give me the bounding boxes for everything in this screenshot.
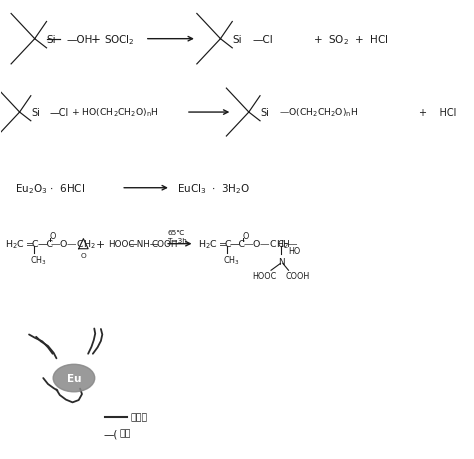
Text: O: O	[49, 232, 56, 241]
Text: —C: —C	[230, 240, 246, 249]
Text: —O—CH$_2$—: —O—CH$_2$—	[243, 238, 299, 250]
Text: +    HCl: + HCl	[419, 108, 456, 118]
Text: HO: HO	[288, 246, 301, 256]
Text: CH: CH	[278, 240, 291, 249]
Text: Si: Si	[46, 34, 56, 45]
Text: Si: Si	[260, 108, 269, 118]
Text: +: +	[90, 33, 100, 46]
Text: COOH: COOH	[152, 240, 178, 249]
Ellipse shape	[53, 364, 95, 392]
Text: CH$_3$: CH$_3$	[30, 254, 47, 267]
Text: —C: —C	[37, 240, 53, 249]
Text: HOOC: HOOC	[109, 240, 135, 249]
Text: HOOC: HOOC	[252, 272, 276, 280]
Text: —OH: —OH	[67, 34, 93, 45]
Text: 单体链: 单体链	[131, 413, 148, 422]
Text: + HO$\mathsf{\left(CH_2CH_2O\right)_n}$H: + HO$\mathsf{\left(CH_2CH_2O\right)_n}$H	[71, 106, 158, 119]
Text: 配体: 配体	[120, 429, 131, 437]
Text: N: N	[278, 257, 284, 266]
Text: O: O	[242, 232, 248, 241]
Text: Si: Si	[232, 34, 242, 45]
Text: C: C	[224, 240, 231, 249]
Text: CH$_3$: CH$_3$	[223, 254, 240, 267]
Text: —(: —(	[104, 428, 118, 438]
Text: —Cl: —Cl	[49, 108, 69, 118]
Text: H$_2$C$=$: H$_2$C$=$	[198, 238, 228, 250]
Text: O: O	[81, 252, 86, 258]
Text: —O$\mathsf{\left(CH_2CH_2O\right)_n}$H: —O$\mathsf{\left(CH_2CH_2O\right)_n}$H	[279, 106, 358, 119]
Text: H$_2$C$=$: H$_2$C$=$	[5, 238, 35, 250]
Text: C: C	[31, 240, 38, 249]
Text: Eu: Eu	[67, 373, 81, 383]
Text: 65℃: 65℃	[167, 230, 185, 236]
Text: EuCl$_3$  $\cdot$  3H$_2$O: EuCl$_3$ $\cdot$ 3H$_2$O	[177, 181, 250, 195]
Text: —Cl: —Cl	[253, 34, 273, 45]
Text: —NH—: —NH—	[128, 240, 159, 249]
Text: T=3h: T=3h	[166, 238, 186, 244]
Text: COOH: COOH	[286, 272, 310, 280]
Text: —O—CH$_2$: —O—CH$_2$	[50, 238, 96, 250]
Text: SOCl$_2$: SOCl$_2$	[104, 33, 135, 46]
Text: +: +	[95, 239, 104, 249]
Text: Si: Si	[31, 108, 40, 118]
Text: +  SO$_2$  +  HCl: + SO$_2$ + HCl	[313, 33, 389, 46]
Text: Eu$_2$O$_3$ $\cdot$  6HCl: Eu$_2$O$_3$ $\cdot$ 6HCl	[15, 181, 85, 195]
